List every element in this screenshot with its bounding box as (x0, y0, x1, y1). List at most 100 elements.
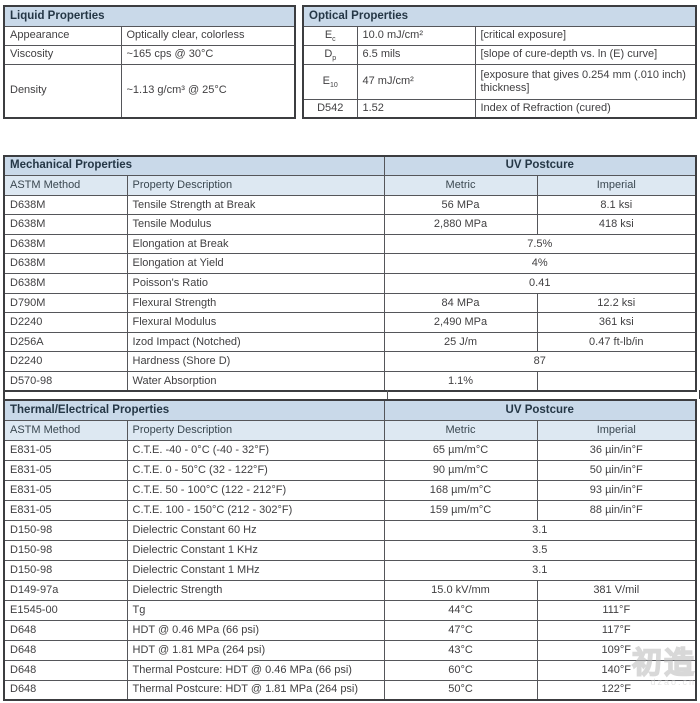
uv-postcure-header: UV Postcure (383, 155, 697, 177)
section-header-row: Liquid Properties (3, 5, 296, 27)
combined-value-cell: 0.41 (383, 273, 697, 294)
table-row: E1545-00 Tg 44°C 111°F (3, 599, 697, 621)
description-cell: [exposure that gives 0.254 mm (.010 inch… (474, 63, 697, 100)
imperial-value-cell: 109°F (536, 639, 697, 661)
table-row: Appearance Optically clear, colorless (3, 25, 296, 46)
imperial-value-cell: 122°F (536, 679, 697, 701)
property-label: Density (3, 63, 122, 119)
mechanical-properties-table: Mechanical Properties UV Postcure ASTM M… (3, 155, 697, 393)
astm-method-cell: D150-98 (3, 559, 128, 581)
imperial-value-cell (536, 371, 697, 392)
astm-method-cell: D638M (3, 253, 128, 275)
symbol: E (324, 29, 333, 42)
table-row: D790M Flexural Strength 84 MPa 12.2 ksi (3, 292, 697, 314)
column-header-metric: Metric (383, 175, 538, 196)
section-header-row: Thermal/Electrical Properties UV Postcur… (3, 399, 697, 421)
table-row: D648 Thermal Postcure: HDT @ 1.81 MPa (26… (3, 679, 697, 701)
astm-method-cell: D256A (3, 331, 128, 353)
symbol-cell: E10 (302, 63, 358, 100)
metric-value-cell: 50°C (383, 679, 538, 701)
table-row: Dp 6.5 mils [slope of cure-depth vs. ln … (302, 44, 697, 65)
table-spacer (3, 390, 700, 399)
property-description-cell: C.T.E. 100 - 150°C (212 - 302°F) (126, 499, 385, 521)
table-row: E831-05 C.T.E. 50 - 100°C (122 - 212°F) 16… (3, 479, 697, 501)
liquid-properties-table: Liquid Properties Appearance Optically c… (3, 5, 296, 119)
astm-method-cell: E831-05 (3, 499, 128, 521)
imperial-value-cell: 111°F (536, 599, 697, 621)
astm-method-cell: D570-98 (3, 371, 128, 392)
liquid-properties-title: Liquid Properties (3, 5, 296, 27)
table-row: E831-05 C.T.E. 100 - 150°C (212 - 302°F) 1… (3, 499, 697, 521)
property-description-cell: Water Absorption (126, 371, 385, 392)
property-description-cell: C.T.E. -40 - 0°C (-40 - 32°F) (126, 439, 385, 461)
astm-method-cell: E831-05 (3, 439, 128, 461)
property-description-cell: Dielectric Constant 60 Hz (126, 519, 385, 541)
combined-value-cell: 3.1 (383, 519, 697, 541)
table-row: D638M Elongation at Break 7.5% (3, 233, 697, 255)
astm-method-cell: D638M (3, 194, 128, 216)
description-cell: [critical exposure] (474, 25, 697, 46)
column-header-metric: Metric (383, 419, 538, 441)
section-header-row: Optical Properties (302, 5, 697, 27)
imperial-value-cell: 117°F (536, 619, 697, 641)
table-row: D150-98 Dielectric Constant 60 Hz 3.1 (3, 519, 697, 541)
combined-value-cell: 3.5 (383, 539, 697, 561)
property-description-cell: HDT @ 1.81 MPa (264 psi) (126, 639, 385, 661)
metric-value-cell: 25 J/m (383, 331, 538, 353)
table-row: E10 47 mJ/cm² [exposure that gives 0.254… (302, 63, 697, 100)
property-description-cell: Tensile Strength at Break (126, 194, 385, 216)
astm-method-cell: D638M (3, 214, 128, 235)
metric-value-cell: 2,490 MPa (383, 312, 538, 333)
property-description-cell: HDT @ 0.46 MPa (66 psi) (126, 619, 385, 641)
imperial-value-cell: 0.47 ft-lb/in (536, 331, 697, 353)
imperial-value-cell: 418 ksi (536, 214, 697, 235)
property-description-cell: Dielectric Constant 1 KHz (126, 539, 385, 561)
column-header-imperial: Imperial (536, 419, 697, 441)
combined-value-cell: 4% (383, 253, 697, 275)
property-description-cell: Thermal Postcure: HDT @ 0.46 MPa (66 psi… (126, 659, 385, 681)
imperial-value-cell: 93 µin/in°F (536, 479, 697, 501)
table-row: E831-05 C.T.E. 0 - 50°C (32 - 122°F) 90 µm… (3, 459, 697, 481)
column-header-imperial: Imperial (536, 175, 697, 196)
spacer-divider (387, 390, 388, 399)
astm-method-cell: D648 (3, 619, 128, 641)
property-description-cell: C.T.E. 50 - 100°C (122 - 212°F) (126, 479, 385, 501)
metric-value-cell: 2,880 MPa (383, 214, 538, 235)
astm-method-cell: D790M (3, 292, 128, 314)
property-description-cell: Poisson's Ratio (126, 273, 385, 294)
astm-method-cell: D2240 (3, 312, 128, 333)
property-description-cell: Izod Impact (Notched) (126, 331, 385, 353)
astm-method-cell: E831-05 (3, 459, 128, 481)
astm-method-cell: D150-98 (3, 519, 128, 541)
table-row: D150-98 Dielectric Constant 1 KHz 3.5 (3, 539, 697, 561)
description-cell: [slope of cure-depth vs. ln (E) curve] (474, 44, 697, 65)
table-row: D150-98 Dielectric Constant 1 MHz 3.1 (3, 559, 697, 581)
table-row: D638M Tensile Strength at Break 56 MPa 8.1 … (3, 194, 697, 216)
imperial-value-cell: 140°F (536, 659, 697, 681)
astm-method-cell: E1545-00 (3, 599, 128, 621)
imperial-value-cell: 12.2 ksi (536, 292, 697, 314)
description-cell: Index of Refraction (cured) (474, 98, 697, 119)
table-row: E831-05 C.T.E. -40 - 0°C (-40 - 32°F) 65 µ… (3, 439, 697, 461)
property-description-cell: Thermal Postcure: HDT @ 1.81 MPa (264 ps… (126, 679, 385, 701)
property-description-cell: Flexural Strength (126, 292, 385, 314)
section-header-row: Mechanical Properties UV Postcure (3, 155, 697, 177)
uv-postcure-header: UV Postcure (383, 399, 697, 421)
astm-method-cell: D648 (3, 659, 128, 681)
astm-method-cell: D648 (3, 639, 128, 661)
table-row: Viscosity ~165 cps @ 30°C (3, 44, 296, 65)
table-row: D570-98 Water Absorption 1.1% (3, 371, 697, 392)
column-header-astm: ASTM Method (3, 175, 128, 196)
table-row: D648 HDT @ 1.81 MPa (264 psi) 43°C 109°F (3, 639, 697, 661)
imperial-value-cell: 88 µin/in°F (536, 499, 697, 521)
mechanical-properties-title: Mechanical Properties (3, 155, 385, 177)
imperial-value-cell: 381 V/mil (536, 579, 697, 601)
value-cell: 10.0 mJ/cm² (356, 25, 476, 46)
astm-method-cell: D638M (3, 273, 128, 294)
metric-value-cell: 56 MPa (383, 194, 538, 216)
astm-method-cell: D648 (3, 679, 128, 701)
property-description-cell: Elongation at Break (126, 233, 385, 255)
column-header-row: ASTM Method Property Description Metric … (3, 419, 697, 441)
property-value: ~165 cps @ 30°C (120, 44, 296, 65)
table-row: D256A Izod Impact (Notched) 25 J/m 0.47 ft-… (3, 331, 697, 353)
